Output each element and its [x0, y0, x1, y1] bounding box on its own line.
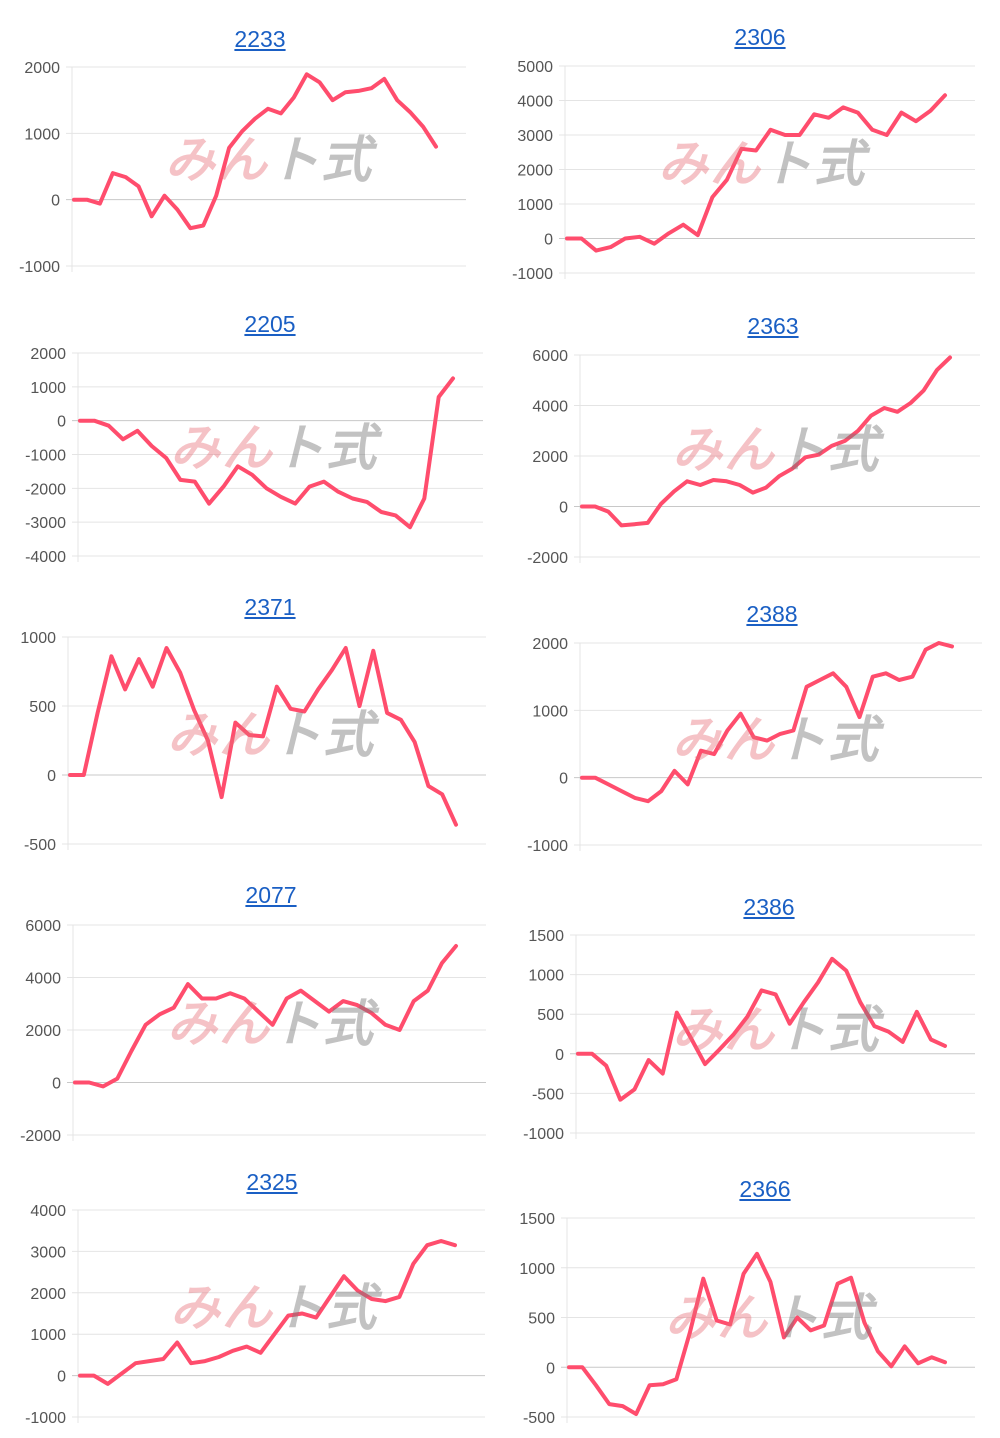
line-chart: 1500 1000 500 0 -500 -1000: [523, 928, 975, 1143]
y-tick-label: -3000: [25, 515, 66, 532]
y-tick-label: 1000: [517, 197, 553, 214]
y-tick-label: 3000: [30, 1244, 66, 1261]
y-tick-label: 2000: [532, 449, 568, 466]
y-tick-label: 0: [555, 1047, 564, 1064]
chart-title-link[interactable]: 2366: [739, 1176, 791, 1202]
y-tick-label: 1500: [528, 928, 564, 945]
y-tick-label: -2000: [20, 1128, 61, 1145]
chart-title-link[interactable]: 2363: [747, 313, 799, 339]
y-tick-label: 1500: [519, 1211, 555, 1228]
chart-title-link[interactable]: 2325: [246, 1169, 298, 1195]
y-tick-label: 0: [559, 500, 568, 517]
y-tick-label: -500: [24, 837, 56, 854]
series-line: [73, 944, 458, 1089]
y-tick-label: 3000: [517, 128, 553, 145]
line-chart: 6000 4000 2000 0 -2000: [20, 918, 486, 1145]
y-tick-label: 4000: [25, 971, 61, 988]
y-tick-label: 2000: [30, 346, 66, 363]
y-tick-label: 1000: [30, 380, 66, 397]
y-tick-label: 5000: [517, 59, 553, 76]
y-tick-label: 0: [52, 1076, 61, 1093]
y-tick-label: 6000: [532, 348, 568, 365]
series-line: [580, 641, 954, 804]
chart-title-link[interactable]: 2077: [245, 882, 297, 908]
y-tick-label: 1000: [30, 1327, 66, 1344]
chart-title-link[interactable]: 2205: [244, 311, 296, 337]
line-chart: 4000 3000 2000 1000 0 -1000: [25, 1203, 485, 1427]
y-tick-label: -1000: [523, 1126, 564, 1143]
chart-title-link[interactable]: 2233: [234, 26, 286, 52]
y-tick-label: 0: [51, 193, 60, 210]
line-chart: 2000 1000 0 -1000: [527, 636, 982, 855]
y-tick-label: 500: [528, 1311, 555, 1328]
series-line: [567, 1251, 947, 1416]
y-tick-label: 1000: [532, 703, 568, 720]
series-line: [72, 72, 438, 231]
y-tick-label: -1000: [25, 448, 66, 465]
y-tick-label: -1000: [19, 259, 60, 276]
y-tick-label: 0: [546, 1360, 555, 1377]
y-tick-label: 2000: [30, 1286, 66, 1303]
series-line: [565, 93, 947, 253]
chart-title-link[interactable]: 2371: [244, 594, 296, 620]
y-tick-label: -4000: [25, 549, 66, 566]
y-tick-label: 2000: [532, 636, 568, 653]
y-tick-label: -2000: [527, 550, 568, 567]
y-tick-label: -1000: [25, 1410, 66, 1427]
series-line: [78, 1239, 457, 1386]
chart-title-link[interactable]: 2386: [743, 894, 795, 920]
y-tick-label: -500: [523, 1410, 555, 1427]
line-chart: 6000 4000 2000 0 -2000: [527, 348, 980, 567]
line-chart: 1000 500 0 -500: [20, 630, 486, 854]
series-line: [576, 956, 947, 1102]
series-line: [580, 355, 952, 528]
y-tick-label: 500: [537, 1007, 564, 1024]
y-tick-label: 0: [57, 414, 66, 431]
y-tick-label: 6000: [25, 918, 61, 935]
line-chart: 2000 1000 0 -1000 -2000 -3000 -4000: [25, 346, 483, 566]
y-tick-label: 0: [544, 232, 553, 249]
y-tick-label: 2000: [25, 1023, 61, 1040]
y-tick-label: 1000: [519, 1261, 555, 1278]
y-tick-label: 0: [47, 768, 56, 785]
y-tick-label: 2000: [24, 60, 60, 77]
y-tick-label: -1000: [527, 838, 568, 855]
y-tick-label: 500: [29, 699, 56, 716]
chart-title-link[interactable]: 2388: [746, 601, 798, 627]
y-tick-label: 0: [559, 771, 568, 788]
y-tick-label: 1000: [528, 968, 564, 985]
y-tick-label: 2000: [517, 163, 553, 180]
y-tick-label: 4000: [532, 399, 568, 416]
series-line: [78, 376, 455, 530]
y-tick-label: 1000: [24, 126, 60, 143]
line-chart: 2000 1000 0 -1000: [19, 60, 466, 276]
chart-title-link[interactable]: 2306: [734, 24, 786, 50]
y-tick-label: -1000: [512, 266, 553, 283]
y-tick-label: -2000: [25, 481, 66, 498]
series-line: [68, 646, 458, 827]
y-tick-label: 0: [57, 1369, 66, 1386]
y-tick-label: 1000: [20, 630, 56, 647]
y-tick-label: -500: [532, 1086, 564, 1103]
line-chart: 5000 4000 3000 2000 1000 0 -1000: [512, 59, 975, 283]
y-tick-label: 4000: [30, 1203, 66, 1220]
y-tick-label: 4000: [517, 94, 553, 111]
